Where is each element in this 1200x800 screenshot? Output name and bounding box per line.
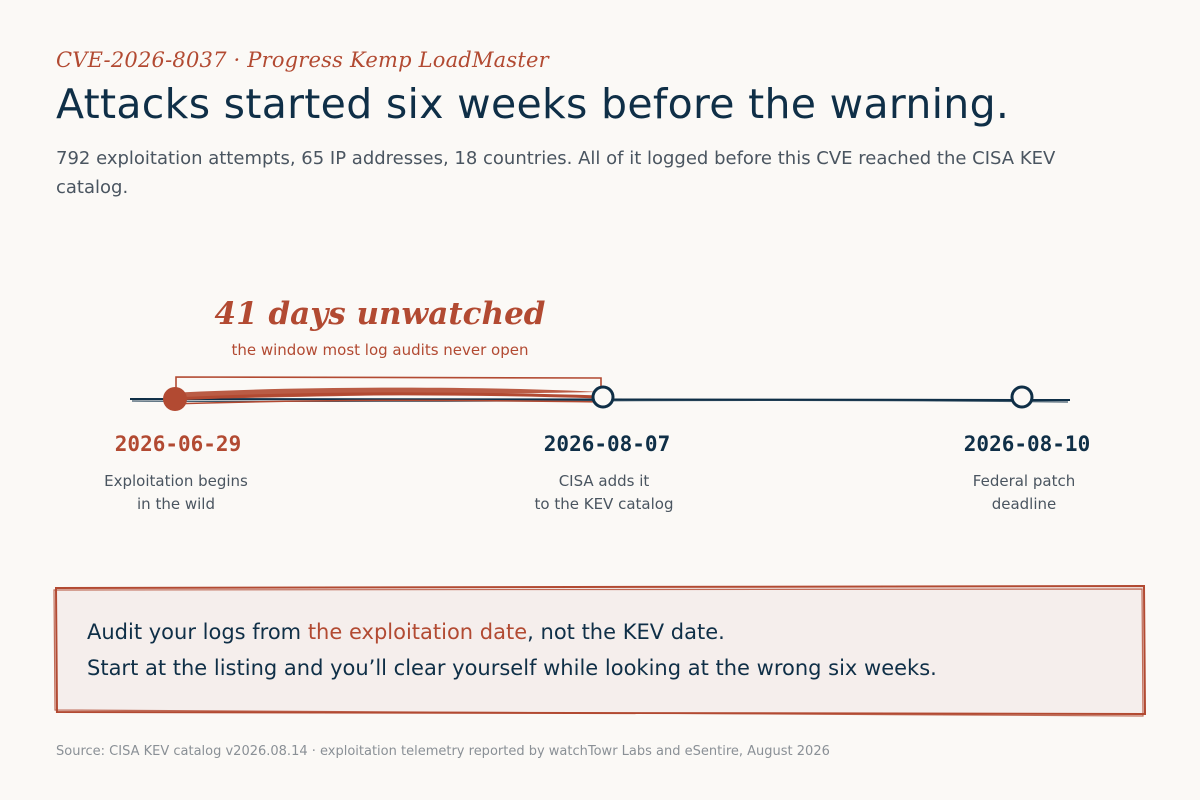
event-label-line: CISA adds it: [558, 472, 650, 490]
event-label-line: in the wild: [137, 495, 215, 513]
event-label-line: to the KEV catalog: [534, 495, 674, 513]
marker-patch-deadline: [1010, 385, 1034, 409]
callout-accent: the exploitation date: [307, 620, 528, 644]
source-note: Source: CISA KEV catalog v2026.08.14 · e…: [56, 744, 830, 759]
callout-line1-after: , not the KEV date.: [527, 620, 725, 644]
event-label-exploitation: Exploitation begins in the wild: [56, 470, 296, 516]
event-label-kev: CISA adds it to the KEV catalog: [484, 470, 724, 516]
callout-line1-before: Audit your logs from: [87, 620, 308, 644]
window-subtitle: the window most log audits never open: [231, 341, 529, 359]
event-date-kev: 2026-08-07: [543, 432, 671, 456]
window-highlight-sketch-2: [167, 399, 604, 405]
event-label-line: deadline: [991, 495, 1057, 513]
window-highlight-sketch: [171, 392, 601, 401]
window-bracket: [175, 376, 602, 392]
event-date-exploitation: 2026-06-29: [114, 432, 242, 456]
event-label-line: Federal patch: [972, 472, 1076, 490]
callout-line-2: Start at the listing and you’ll clear yo…: [87, 656, 937, 680]
marker-exploitation-start: [163, 387, 187, 411]
page-subtitle: 792 exploitation attempts, 65 IP address…: [56, 148, 1056, 198]
callout-box: [55, 587, 1145, 713]
eyebrow-label: CVE-2026-8037 · Progress Kemp LoadMaster: [56, 48, 549, 72]
event-label-deadline: Federal patch deadline: [904, 470, 1144, 516]
event-label-line: Exploitation begins: [104, 472, 248, 490]
callout-text: Audit your logs from the exploitation da…: [87, 614, 1127, 686]
window-title: 41 days unwatched: [214, 296, 546, 332]
marker-kev-listing: [591, 385, 615, 409]
page-title: Attacks started six weeks before the war…: [56, 80, 1010, 128]
timeline-axis: [129, 397, 1071, 402]
callout-line-1: Audit your logs from the exploitation da…: [87, 614, 1127, 650]
event-date-deadline: 2026-08-10: [963, 432, 1091, 456]
timeline: [129, 376, 1071, 411]
